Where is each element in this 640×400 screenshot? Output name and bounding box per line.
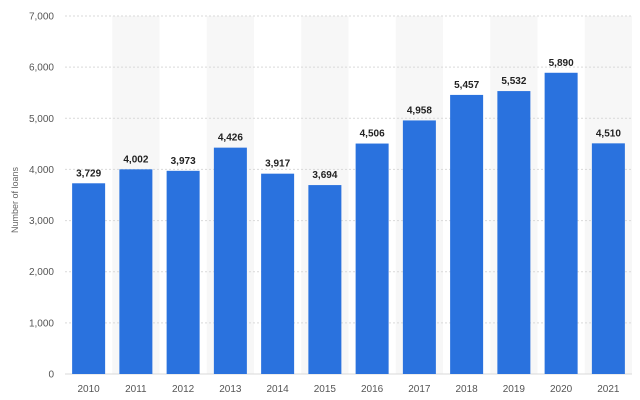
- bar-2013: [213, 147, 247, 374]
- bar-2016: [355, 143, 389, 374]
- y-tick-label: 6,000: [29, 63, 54, 74]
- data-label: 3,694: [312, 170, 337, 181]
- data-label: 3,973: [171, 156, 196, 167]
- bar-2021: [591, 143, 625, 374]
- x-axis-ticks: 2010 2011 2012 2013 2014 2015 2016 2017 2018 2019…: [78, 384, 620, 395]
- data-label: 5,457: [454, 80, 479, 91]
- bars: [72, 72, 625, 375]
- bar-2020: [544, 72, 578, 375]
- x-tick-label: 2013: [219, 384, 242, 395]
- x-tick-label: 2018: [456, 384, 479, 395]
- bar-2018: [450, 94, 484, 375]
- y-tick-label: 5,000: [29, 114, 54, 125]
- data-label: 5,890: [549, 58, 574, 69]
- bar-2012: [166, 170, 200, 374]
- bar-2015: [308, 185, 342, 374]
- y-tick-label: 4,000: [29, 165, 54, 176]
- x-tick-label: 2016: [361, 384, 384, 395]
- y-tick-label: 7,000: [29, 12, 54, 23]
- bar-2011: [119, 169, 153, 374]
- x-tick-label: 2014: [267, 384, 290, 395]
- y-tick-label: 1,000: [29, 318, 54, 329]
- data-labels: 3,729 4,002 3,973 4,426 3,917 3,694 4,506 4,958…: [76, 58, 621, 181]
- x-tick-label: 2015: [314, 384, 337, 395]
- x-tick-label: 2020: [550, 384, 573, 395]
- bar-2017: [402, 120, 436, 374]
- data-label: 4,510: [596, 128, 621, 139]
- y-axis-title: Number of loans: [10, 166, 20, 233]
- x-tick-label: 2012: [172, 384, 195, 395]
- data-label: 3,917: [265, 159, 290, 170]
- data-label: 4,426: [218, 133, 243, 144]
- y-tick-label: 0: [48, 370, 54, 381]
- bar-2010: [72, 183, 106, 374]
- bar-2014: [261, 173, 295, 374]
- y-tick-label: 3,000: [29, 216, 54, 227]
- y-axis-ticks: 0 1,000 2,000 3,000 4,000 5,000 6,000 7,000: [29, 12, 54, 381]
- data-label: 4,002: [123, 154, 148, 165]
- data-label: 3,729: [76, 168, 101, 179]
- gridlines: [65, 15, 632, 375]
- data-label: 5,532: [501, 76, 526, 87]
- x-tick-label: 2021: [597, 384, 620, 395]
- bar-2019: [497, 91, 531, 375]
- data-label: 4,958: [407, 105, 432, 116]
- x-tick-label: 2011: [125, 384, 147, 395]
- x-tick-label: 2010: [78, 384, 101, 395]
- x-tick-label: 2017: [408, 384, 431, 395]
- x-tick-label: 2019: [503, 384, 526, 395]
- data-label: 4,506: [360, 129, 385, 140]
- y-tick-label: 2,000: [29, 267, 54, 278]
